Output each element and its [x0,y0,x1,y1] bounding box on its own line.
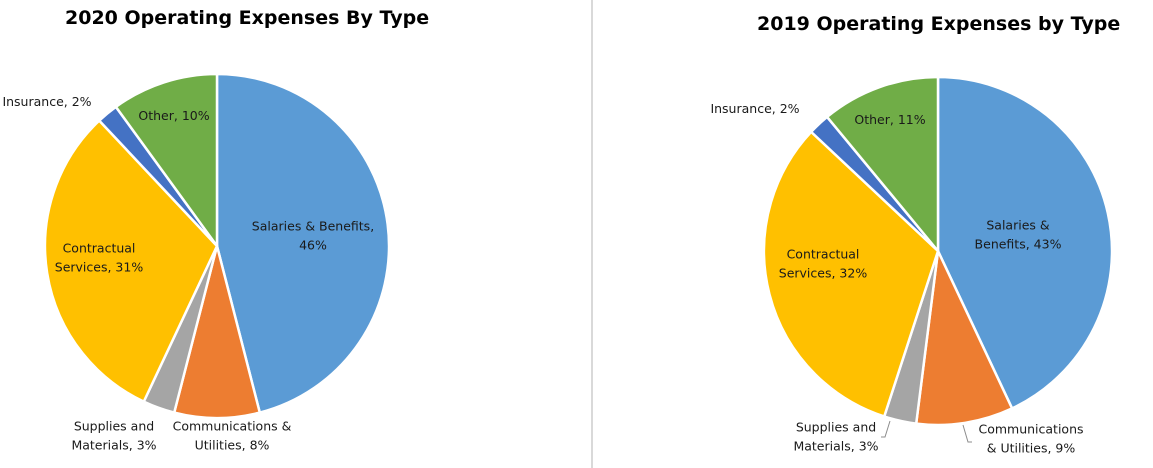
data-label-line: Contractual [787,247,860,262]
data-label-line: Salaries & Benefits, [252,219,374,234]
data-label-line: Insurance, 2% [2,94,91,109]
data-label-salaries-benefits: Salaries & Benefits, 43% [975,218,1062,252]
pie-slice-contractual-services [762,130,940,418]
data-label-line: Materials, 3% [793,439,878,454]
data-label-line: Services, 32% [779,266,868,281]
leader-line [881,420,891,438]
data-label-line: 46% [299,238,327,253]
pie-slice-other [825,75,940,253]
chart-divider [591,0,593,468]
data-label-contractual-services: Contractual Services, 31% [55,241,144,275]
data-label-line: Utilities, 8% [195,438,270,453]
data-label-supplies-and-materials: Supplies and Materials, 3% [71,419,156,453]
data-label-line: Other, 10% [138,108,209,123]
pie-chart-2020: Salaries & Benefits, 46% Communications & U… [2,72,391,453]
data-label-line: Communications & [173,419,292,434]
chart-title-2019: 2019 Operating Expenses by Type [757,13,1121,35]
data-label-insurance: Insurance, 2% [710,101,799,116]
data-label-line: Other, 11% [854,112,925,127]
data-label-line: Benefits, 43% [975,237,1062,252]
pie-slice-communications-utilities [914,249,1014,427]
data-label-line: Insurance, 2% [710,101,799,116]
data-label-line: Services, 31% [55,260,144,275]
data-label-salaries-benefits: Salaries & Benefits, 46% [252,219,374,253]
data-label-line: & Utilities, 9% [987,441,1076,456]
data-label-insurance: Insurance, 2% [2,94,91,109]
pie-slice-other [114,72,219,248]
data-label-line: Supplies and [74,419,154,434]
pie-slice-salaries-benefits [936,75,1114,410]
data-label-line: Salaries & [986,218,1050,233]
data-label-line: Contractual [63,241,136,256]
chart-title-2020: 2020 Operating Expenses By Type [65,7,430,29]
data-label-communications-utilities: Communications & Utilities, 8% [173,419,292,453]
data-label-line: Materials, 3% [71,438,156,453]
data-label-contractual-services: Contractual Services, 32% [779,247,868,281]
data-label-other: Other, 10% [138,108,209,123]
data-label-supplies-and-materials: Supplies and Materials, 3% [793,420,878,454]
pie-slice-contractual-services [43,119,219,403]
pie-chart-2019: Salaries & Benefits, 43% Communications & U… [710,75,1114,456]
data-label-line: Communications [978,422,1083,437]
data-label-communications-utilities: Communications & Utilities, 9% [978,422,1083,456]
data-label-line: Supplies and [796,420,876,435]
leader-line [962,424,972,443]
pie-slice-salaries-benefits [215,72,391,414]
data-label-other: Other, 11% [854,112,925,127]
